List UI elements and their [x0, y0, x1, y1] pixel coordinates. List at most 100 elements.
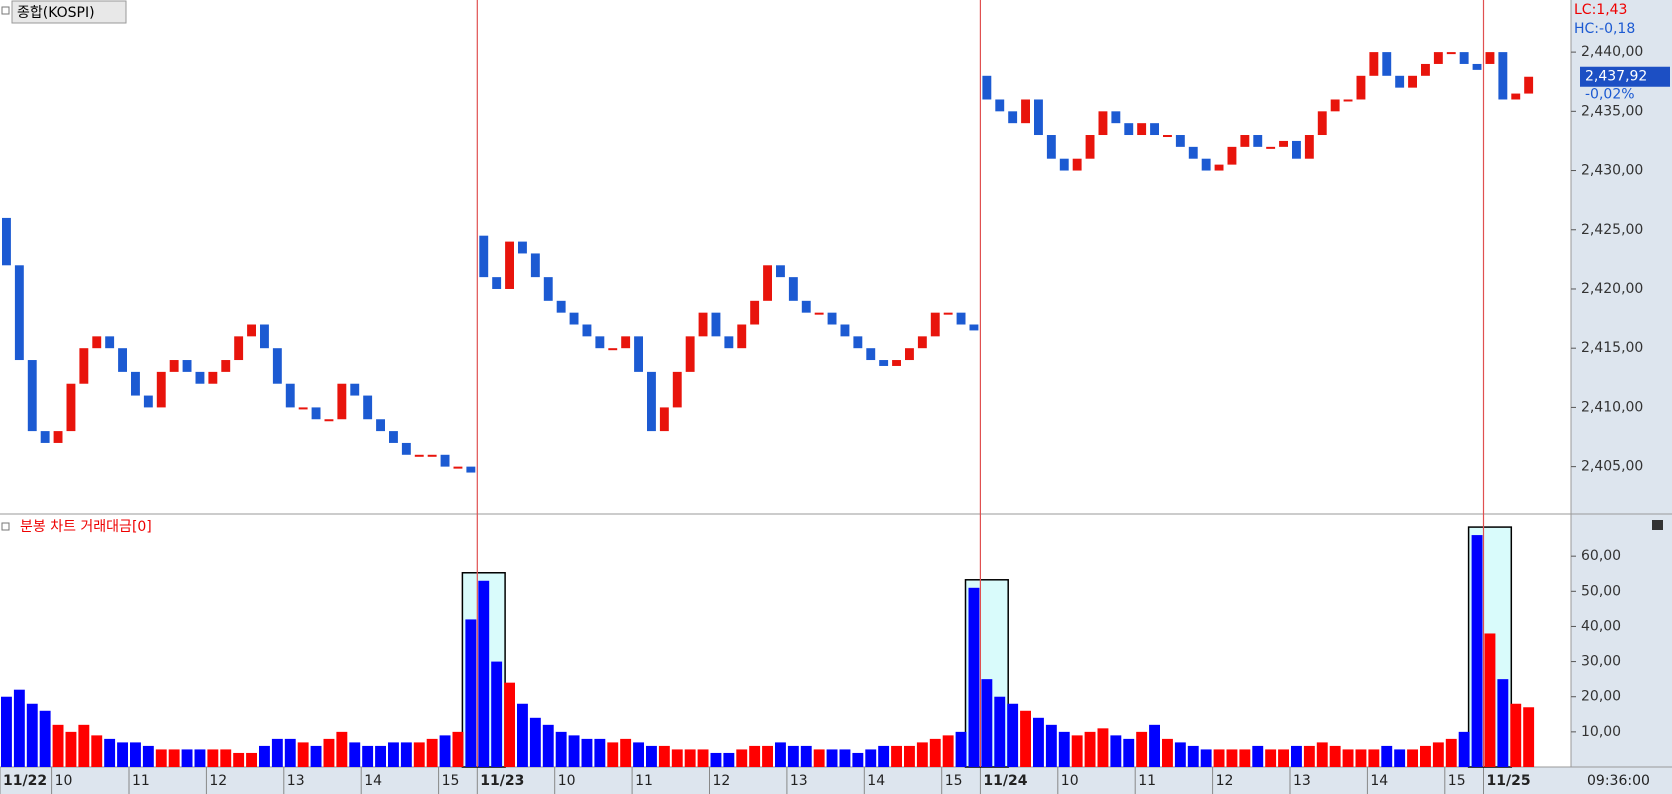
- volume-bar: [439, 735, 451, 767]
- candle: [1240, 135, 1250, 147]
- volume-bar: [168, 749, 180, 767]
- volume-bar: [375, 745, 386, 767]
- y-tick-label: 2,425,00: [1581, 222, 1643, 238]
- candle: [595, 336, 605, 349]
- candle: [892, 360, 901, 366]
- volume-bar: [78, 724, 90, 767]
- close-button[interactable]: [1652, 520, 1663, 530]
- candle: [1279, 140, 1288, 147]
- volume-bar: [1136, 731, 1148, 767]
- candle: [1408, 75, 1417, 88]
- y-tick-label: 50,00: [1581, 583, 1621, 599]
- volume-bar: [517, 703, 528, 767]
- volume-bar: [839, 749, 851, 767]
- y-tick-label: 30,00: [1581, 654, 1621, 670]
- volume-bar: [142, 745, 154, 767]
- candle: [1446, 52, 1456, 55]
- volume-bar: [1329, 745, 1341, 767]
- lc-label: LC:1,43: [1574, 2, 1627, 18]
- candle: [917, 336, 927, 349]
- candle: [530, 253, 540, 278]
- volume-bar: [555, 731, 567, 767]
- volume-bar: [1523, 707, 1535, 767]
- candle: [169, 360, 179, 372]
- volume-bar: [478, 580, 490, 767]
- candle: [1343, 99, 1353, 102]
- x-tick-label: 14: [867, 773, 885, 789]
- candle: [1201, 158, 1211, 171]
- volume-bar: [1252, 745, 1264, 767]
- candle: [711, 312, 721, 337]
- candle: [66, 383, 76, 432]
- candle: [866, 348, 876, 361]
- volume-bar: [1303, 745, 1315, 767]
- candle: [776, 265, 785, 278]
- candle: [1292, 140, 1301, 159]
- volume-bar: [91, 735, 103, 767]
- candle: [14, 265, 24, 361]
- volume-bar: [323, 738, 335, 767]
- candle: [582, 324, 592, 337]
- volume-bar: [130, 742, 141, 767]
- volume-bar: [310, 745, 322, 767]
- volume-bar: [1432, 742, 1444, 767]
- x-tick-label: 11: [635, 773, 653, 789]
- candle: [1395, 75, 1405, 88]
- candle: [1485, 52, 1495, 64]
- x-tick-label: 13: [287, 773, 305, 789]
- y-tick-label: 10,00: [1581, 724, 1621, 740]
- volume-bar: [452, 731, 464, 767]
- candle: [505, 241, 514, 289]
- candle: [1227, 146, 1237, 165]
- candle: [1511, 93, 1521, 100]
- candle: [27, 360, 37, 432]
- candle: [1072, 158, 1082, 171]
- candle: [1098, 111, 1108, 136]
- volume-bar: [1, 696, 12, 767]
- candle: [389, 431, 398, 443]
- candle: [801, 300, 811, 313]
- volume-bar: [1226, 749, 1238, 767]
- volume-bar: [1394, 749, 1406, 767]
- volume-bar: [633, 742, 644, 767]
- volume-title: 분봉 차트 거래대금[0]: [20, 519, 152, 535]
- volume-bar: [929, 738, 941, 767]
- volume-bar: [246, 752, 257, 767]
- candle: [234, 336, 244, 361]
- y-tick-label: 2,415,00: [1581, 340, 1643, 356]
- candle: [363, 395, 373, 420]
- volume-bar: [1033, 717, 1044, 767]
- volume-bar: [1407, 749, 1418, 767]
- volume-bar: [117, 742, 128, 767]
- volume-bar: [800, 745, 812, 767]
- volume-bar: [1020, 710, 1031, 767]
- volume-bar: [568, 735, 580, 767]
- candle: [763, 265, 772, 301]
- y-tick-label: 60,00: [1581, 548, 1621, 564]
- volume-bar: [826, 749, 838, 767]
- candle: [1317, 111, 1327, 136]
- volume-bar: [1213, 749, 1225, 767]
- candle: [969, 324, 979, 331]
- y-tick-label: 2,430,00: [1581, 163, 1643, 179]
- hc-label: HC:-0,18: [1574, 21, 1635, 37]
- volume-bar: [710, 752, 722, 767]
- candle: [982, 75, 992, 100]
- candle: [79, 348, 89, 384]
- volume-bar: [426, 738, 438, 767]
- volume-bar: [852, 752, 864, 767]
- candle: [608, 348, 618, 351]
- candle: [260, 324, 269, 349]
- candle: [1472, 63, 1482, 70]
- candle: [92, 336, 102, 349]
- volume-bar: [891, 745, 902, 767]
- candle: [1253, 135, 1263, 147]
- candle: [324, 419, 334, 422]
- volume-bar: [362, 745, 374, 767]
- candle: [543, 277, 553, 301]
- candle: [337, 383, 347, 420]
- y-tick-label: 2,405,00: [1581, 459, 1643, 475]
- volume-bar: [1342, 749, 1354, 767]
- candle: [518, 241, 527, 254]
